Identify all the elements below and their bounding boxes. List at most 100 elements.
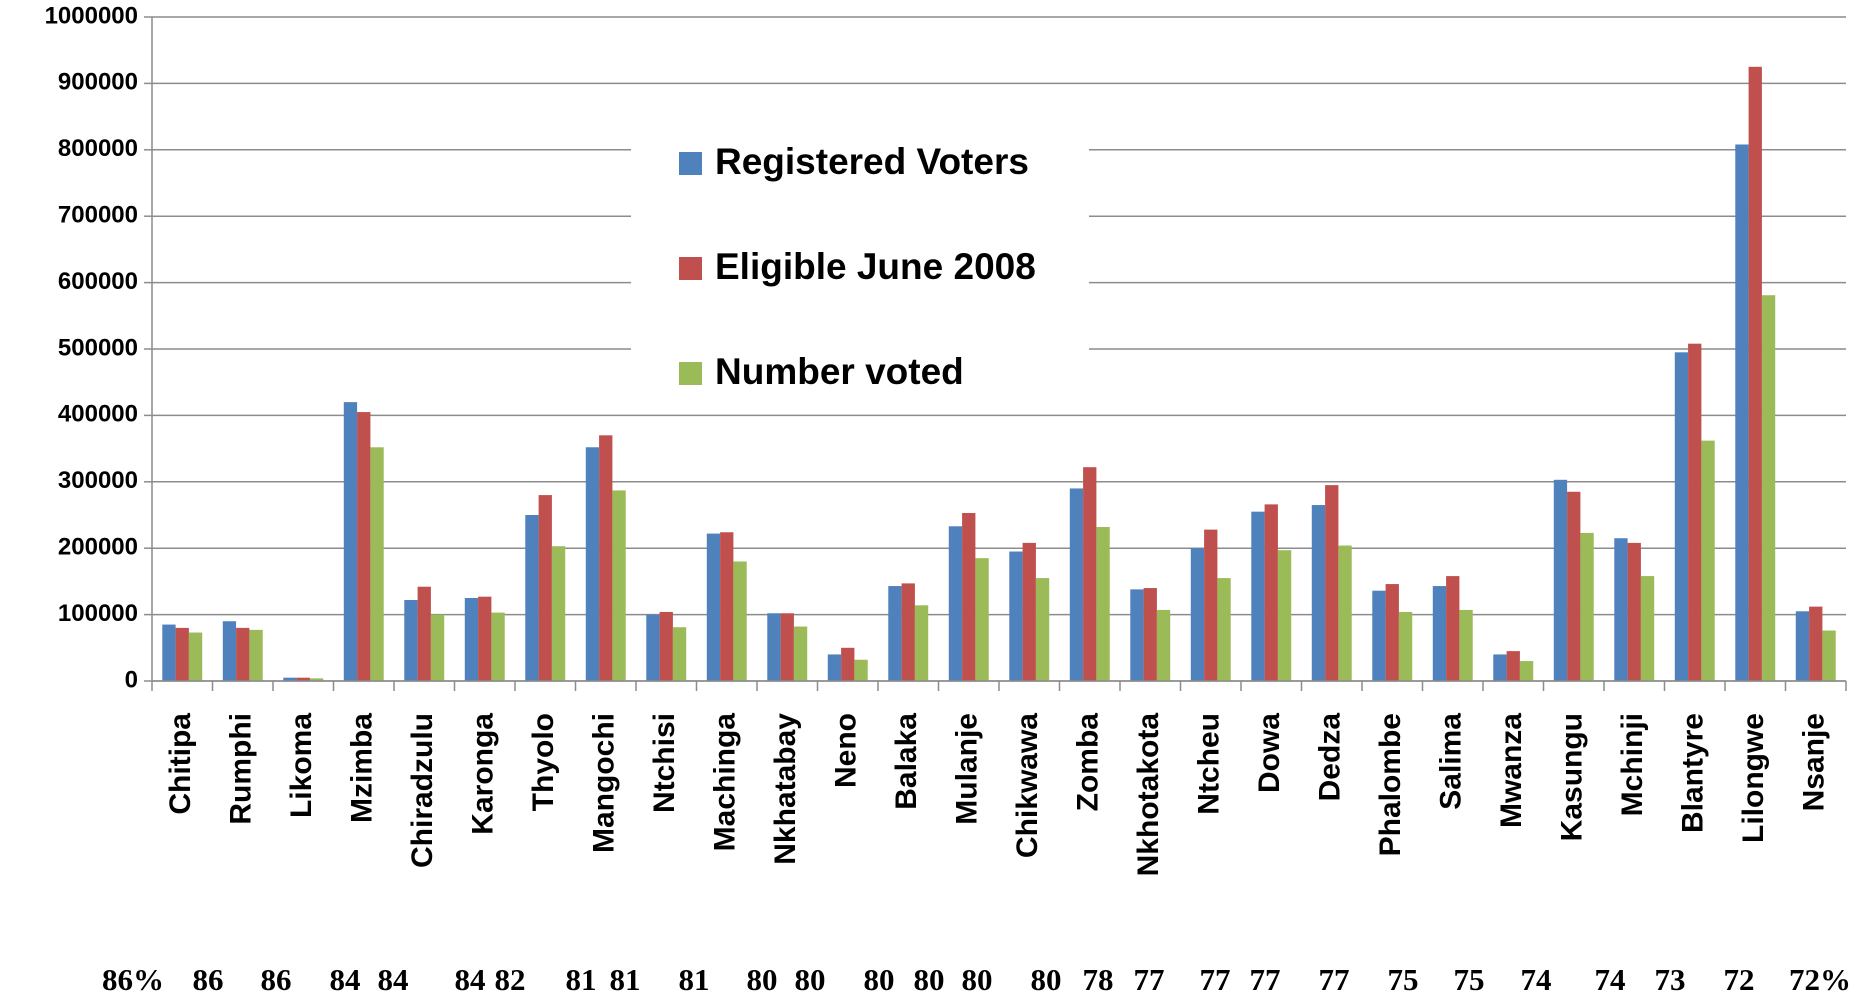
x-tick-label: Nsanje bbox=[1798, 713, 1831, 811]
turnout-label: 81 bbox=[679, 962, 710, 997]
bar bbox=[1459, 609, 1473, 681]
x-tick-label: Likoma bbox=[285, 713, 318, 818]
bar bbox=[672, 627, 687, 681]
bar bbox=[162, 624, 176, 681]
x-tick-label: Kasungu bbox=[1556, 713, 1589, 841]
bar bbox=[1372, 590, 1386, 681]
turnout-label: 86% bbox=[102, 962, 164, 997]
bar bbox=[370, 447, 384, 681]
bar bbox=[1553, 479, 1568, 681]
x-tick-label: Dedza bbox=[1314, 713, 1347, 802]
bar bbox=[854, 659, 868, 681]
bar bbox=[1385, 584, 1399, 681]
x-tick-label: Mchinji bbox=[1616, 713, 1649, 816]
bar bbox=[417, 586, 431, 681]
bar bbox=[1130, 589, 1144, 681]
x-tick-label: Chikwawa bbox=[1011, 713, 1044, 858]
bar bbox=[599, 435, 613, 681]
bar bbox=[430, 614, 445, 681]
x-tick-label: Chiradzulu bbox=[406, 713, 439, 868]
y-tick-label: 100000 bbox=[58, 600, 138, 627]
x-tick-label: Thyolo bbox=[527, 713, 560, 811]
y-tick-label: 600000 bbox=[58, 268, 138, 295]
legend-label: Number voted bbox=[715, 351, 964, 392]
y-tick-label: 0 bbox=[125, 666, 138, 693]
turnout-label: 77 bbox=[1200, 962, 1231, 997]
x-tick-label: Chitipa bbox=[164, 713, 197, 815]
bar bbox=[659, 611, 673, 681]
x-tick-label: Nkhatabay bbox=[769, 713, 802, 865]
legend-label: Registered Voters bbox=[715, 141, 1029, 182]
y-tick-label: 700000 bbox=[58, 202, 138, 229]
turnout-label: 77 bbox=[1134, 962, 1165, 997]
bar bbox=[1614, 538, 1628, 681]
bar bbox=[1190, 548, 1205, 681]
bar bbox=[1748, 66, 1762, 682]
y-tick-label: 900000 bbox=[58, 69, 138, 96]
bar bbox=[1398, 611, 1413, 681]
turnout-label: 86 bbox=[261, 962, 292, 997]
bar bbox=[646, 614, 660, 681]
bar bbox=[1009, 551, 1023, 681]
x-tick-label: Salima bbox=[1435, 713, 1468, 810]
turnout-label: 80 bbox=[1031, 962, 1062, 997]
bar bbox=[962, 513, 976, 681]
turnout-label: 82 bbox=[495, 962, 526, 997]
y-tick-label: 800000 bbox=[58, 135, 138, 162]
turnout-label: 84 bbox=[378, 962, 409, 997]
bar bbox=[1251, 511, 1265, 681]
bar bbox=[1311, 505, 1326, 681]
bar bbox=[1493, 654, 1507, 681]
bar bbox=[1325, 485, 1339, 681]
turnout-label: 80 bbox=[962, 962, 993, 997]
x-tick-label: Lilongwe bbox=[1737, 713, 1770, 843]
bar bbox=[478, 596, 492, 681]
bar bbox=[1735, 144, 1749, 681]
bar bbox=[343, 402, 358, 681]
bar bbox=[1096, 526, 1110, 681]
bar bbox=[188, 632, 203, 681]
bar bbox=[1809, 606, 1823, 681]
bar bbox=[612, 490, 626, 681]
bar bbox=[404, 599, 418, 681]
turnout-label: 77 bbox=[1250, 962, 1281, 997]
turnout-label: 80 bbox=[864, 962, 895, 997]
x-tick-label: Nkhotakota bbox=[1132, 713, 1165, 877]
bar bbox=[1674, 352, 1689, 681]
y-tick-label: 400000 bbox=[58, 401, 138, 428]
bar bbox=[1022, 542, 1036, 681]
bar bbox=[793, 626, 808, 681]
bar bbox=[1338, 545, 1352, 681]
x-tick-label: Mzimba bbox=[346, 713, 379, 823]
turnout-label: 78 bbox=[1083, 962, 1114, 997]
x-tick-label: Zomba bbox=[1072, 713, 1105, 812]
bar bbox=[525, 515, 539, 681]
bar bbox=[1822, 630, 1836, 681]
bar bbox=[464, 598, 479, 681]
bar bbox=[780, 613, 794, 681]
bar bbox=[1035, 578, 1050, 681]
bar bbox=[1701, 440, 1715, 681]
turnout-label: 77 bbox=[1319, 962, 1350, 997]
bar bbox=[901, 583, 915, 681]
bar bbox=[283, 677, 297, 681]
x-tick-label: Phalombe bbox=[1374, 713, 1407, 856]
bar bbox=[236, 627, 250, 681]
turnout-label: 75 bbox=[1454, 962, 1485, 997]
turnout-label: 81 bbox=[610, 962, 641, 997]
x-tick-label: Karonga bbox=[467, 713, 500, 835]
legend-box bbox=[631, 119, 1089, 406]
bar bbox=[309, 678, 324, 681]
bar bbox=[1761, 295, 1776, 681]
bar bbox=[222, 621, 237, 681]
bar bbox=[1519, 661, 1534, 681]
bar bbox=[1580, 532, 1594, 681]
legend-swatch bbox=[679, 362, 702, 385]
bar bbox=[888, 586, 902, 681]
bar bbox=[767, 613, 781, 681]
bar bbox=[1083, 467, 1097, 681]
x-tick-label: Balaka bbox=[890, 713, 923, 810]
bar bbox=[914, 605, 929, 681]
y-tick-label: 500000 bbox=[58, 334, 138, 361]
